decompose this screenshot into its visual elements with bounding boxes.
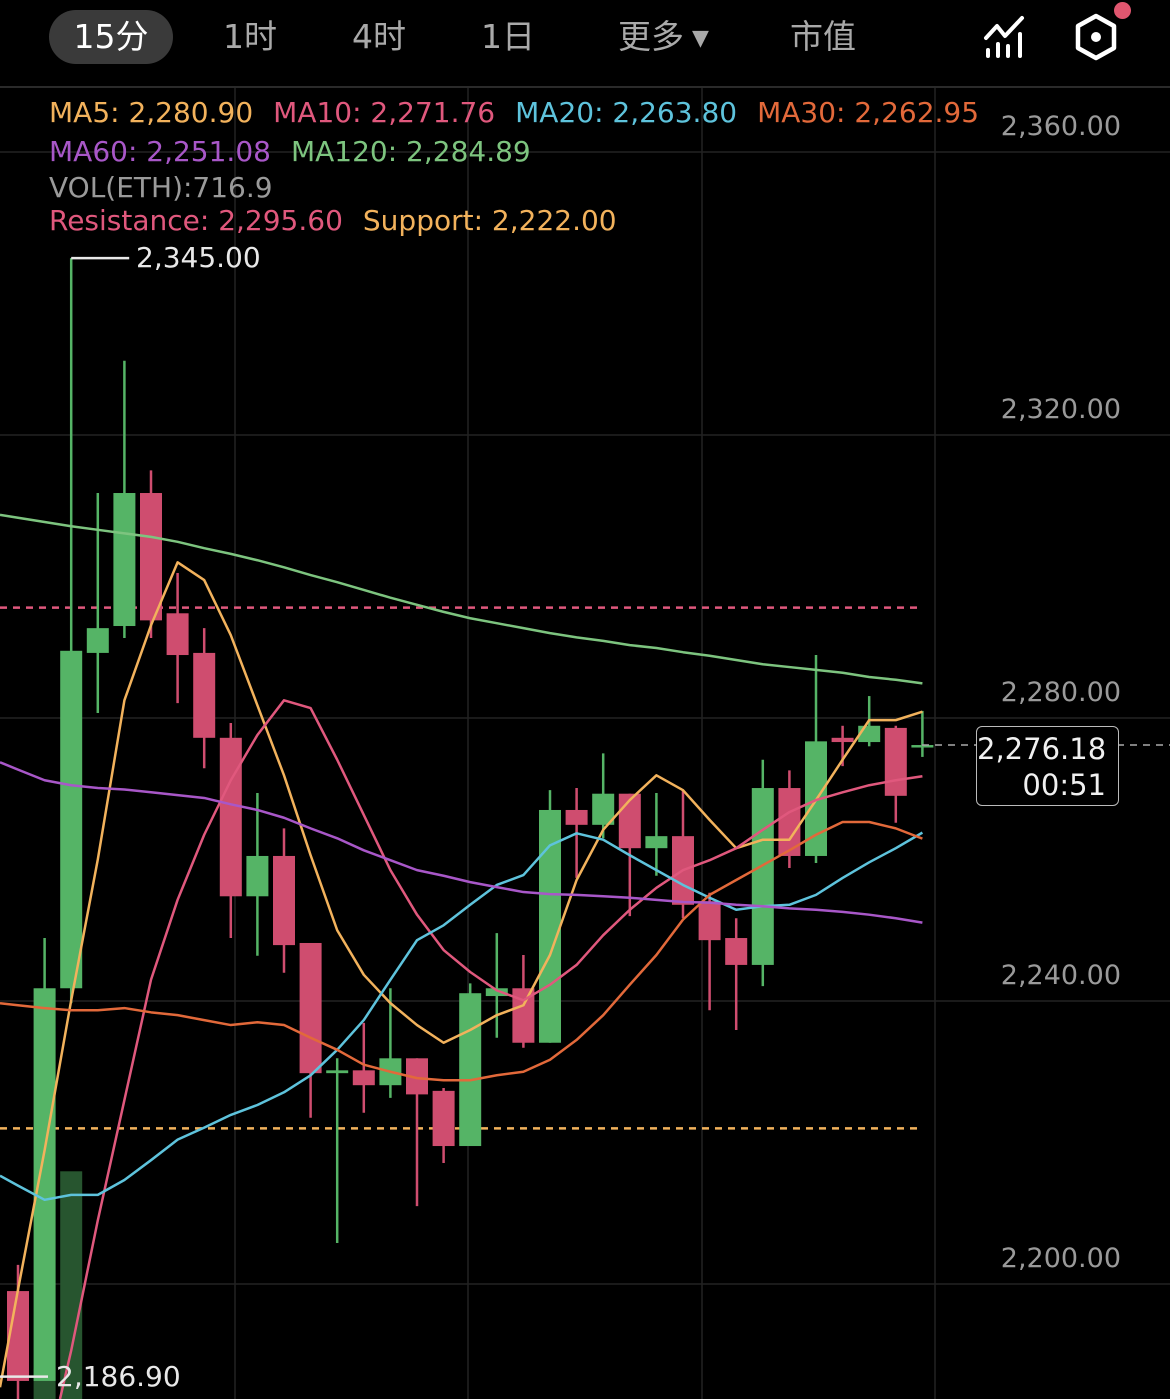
y-tick-label: 2,280.00 <box>1000 677 1121 708</box>
candle-body <box>113 493 136 627</box>
y-tick-label: 2,360.00 <box>1000 111 1121 142</box>
candle-body <box>352 1070 375 1086</box>
ma-legend-row-1: MA5: 2,280.90 MA10: 2,271.76 MA20: 2,263.8… <box>49 96 999 129</box>
settings-hexagon-icon[interactable] <box>1072 12 1120 66</box>
ma60-line <box>0 761 923 924</box>
tab-more-label: 更多 <box>618 17 685 56</box>
interval-bar: 15分 1时 4时 1日 更多 ▼ 市值 <box>0 0 1170 88</box>
chart-indicator-icon[interactable] <box>982 14 1028 64</box>
candle-body <box>698 901 721 941</box>
candle-body <box>219 737 242 897</box>
ma30-value: MA30: 2,262.95 <box>757 96 980 129</box>
candle-body <box>86 628 109 653</box>
ma120-line <box>0 513 923 685</box>
ma60-value: MA60: 2,251.08 <box>49 135 271 168</box>
resistance-value: Resistance: 2,295.60 <box>49 204 343 237</box>
candle-body <box>33 988 56 1381</box>
candle-body <box>911 745 934 748</box>
candle-body <box>831 737 854 743</box>
candle-body <box>592 793 615 825</box>
ma120-value: MA120: 2,284.89 <box>290 135 531 168</box>
chevron-down-icon: ▼ <box>692 26 709 51</box>
candle-body <box>326 1070 349 1074</box>
candle-body <box>725 938 748 965</box>
support-value: Support: 2,222.00 <box>362 204 617 237</box>
y-tick-label: 2,240.00 <box>1000 960 1121 991</box>
candle-body <box>299 942 322 1074</box>
tab-more[interactable]: 更多 ▼ <box>606 10 721 64</box>
tab-4h[interactable]: 4时 <box>352 17 406 56</box>
tab-15min[interactable]: 15分 <box>49 10 173 64</box>
candle-body <box>884 727 907 796</box>
candle-body <box>645 836 668 849</box>
volume-value: VOL(ETH):716.9 <box>49 171 273 204</box>
ma-legend-row-2: MA60: 2,251.08 MA120: 2,284.89 <box>49 135 551 168</box>
ma10-value: MA10: 2,271.76 <box>273 96 496 129</box>
candle-body <box>432 1090 455 1147</box>
candle-body <box>539 809 561 1043</box>
candle-body <box>858 725 881 743</box>
ma20-value: MA20: 2,263.80 <box>515 96 738 129</box>
sr-legend: Resistance: 2,295.60 Support: 2,222.00 <box>49 204 637 237</box>
notification-dot-icon <box>1114 2 1131 19</box>
volume-bar <box>60 1171 83 1399</box>
y-tick-label: 2,320.00 <box>1000 394 1121 425</box>
candle-body <box>246 855 269 897</box>
y-tick-label: 2,200.00 <box>1000 1243 1121 1274</box>
high-price-label: 2,345.00 <box>136 241 261 274</box>
tab-1h[interactable]: 1时 <box>223 17 277 56</box>
candle-body <box>565 809 588 825</box>
current-price: 2,276.18 <box>977 732 1107 766</box>
ma5-value: MA5: 2,280.90 <box>49 96 254 129</box>
candle-body <box>485 988 508 997</box>
tab-1d[interactable]: 1日 <box>481 17 535 56</box>
candle-body <box>751 788 774 965</box>
ma30-line <box>0 820 923 1082</box>
candle-body <box>140 493 162 621</box>
candle-body <box>273 855 295 946</box>
current-price-box[interactable]: 2,276.18 00:51 <box>976 726 1119 806</box>
candle-body <box>512 988 535 1043</box>
candle-body <box>60 650 83 989</box>
low-price-label: 2,186.90 <box>56 1360 181 1393</box>
candle-body <box>406 1058 428 1095</box>
candle-body <box>459 993 482 1147</box>
candle-body <box>166 613 189 656</box>
tab-market-cap[interactable]: 市值 <box>790 17 856 56</box>
ma10-line <box>58 699 923 1399</box>
candle-countdown: 00:51 <box>1022 768 1106 802</box>
ma5-line <box>0 561 923 1388</box>
candle-body <box>193 652 216 738</box>
